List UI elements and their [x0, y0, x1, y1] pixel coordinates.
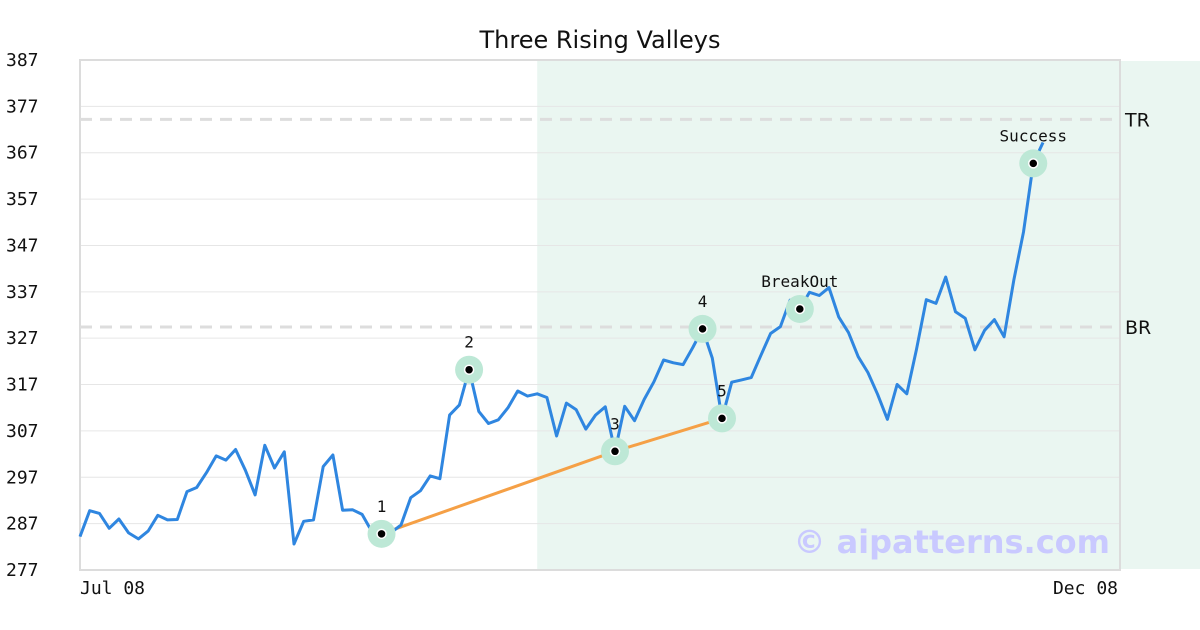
marker-label-4: 4: [698, 292, 708, 311]
grid-lines: [79, 59, 1121, 571]
y-tick-label-7: 317: [6, 375, 39, 396]
y-tick-label-1: 377: [6, 96, 39, 117]
y-tick-label-0: 387: [6, 50, 39, 71]
y-tick-label-2: 367: [6, 143, 39, 164]
y-tick-label-5: 337: [6, 282, 39, 303]
marker-label-success: Success: [1000, 126, 1067, 145]
marker-dot-success: [1028, 158, 1039, 169]
marked-points: 1 2 3 4 5 BreakOut Success: [367, 126, 1067, 548]
marker-dot-2: [463, 364, 475, 375]
marker-dot-breakout: [794, 303, 806, 315]
highlight-band: [537, 61, 1200, 569]
y-tick-label-8: 307: [6, 421, 39, 442]
series-line: [78, 141, 1045, 546]
y-tick-label-6: 327: [6, 328, 39, 349]
y-tick-label-4: 347: [6, 235, 39, 256]
y-tick-label-11: 277: [6, 560, 39, 581]
x-tick-label-0: Jul 08: [80, 578, 145, 599]
price-line: [78, 141, 1045, 546]
axis-labels: 387 377 367 357 347 337 327 317 307 297 287 277 Jul …: [6, 50, 1118, 599]
plot-frame: [79, 59, 1121, 571]
reference-label-br: BR: [1125, 317, 1151, 339]
y-tick-label-10: 287: [6, 514, 39, 535]
reference-lines: TR BR: [80, 109, 1151, 339]
marker-label-1: 1: [377, 497, 387, 516]
x-tick-label-1: Dec 08: [1053, 578, 1118, 599]
marker-dot-4: [697, 323, 708, 335]
watermark: © aipatterns.com: [793, 523, 1110, 561]
plot-background: [80, 60, 1200, 570]
reference-label-tr: TR: [1124, 109, 1150, 131]
marker-dot-1: [376, 528, 387, 540]
marker-label-5: 5: [717, 381, 727, 400]
marker-dot-5: [716, 413, 728, 424]
y-tick-label-9: 297: [6, 467, 39, 488]
chart-title: Three Rising Valleys: [478, 26, 720, 54]
marker-label-breakout: BreakOut: [761, 272, 838, 291]
y-tick-label-3: 357: [6, 189, 39, 210]
marker-label-2: 2: [464, 333, 474, 352]
marker-label-3: 3: [610, 414, 620, 433]
marker-dot-3: [609, 446, 621, 457]
